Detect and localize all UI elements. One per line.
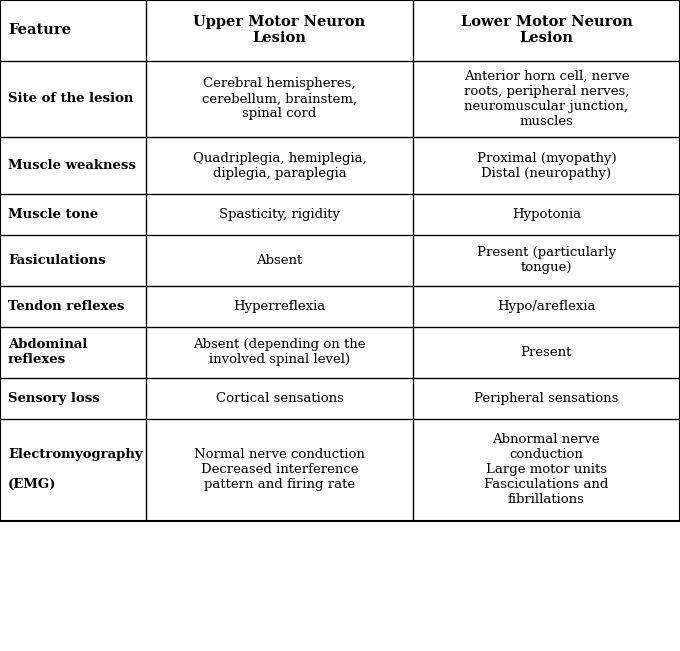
Text: Lower Motor Neuron
Lesion: Lower Motor Neuron Lesion — [460, 15, 632, 46]
Text: Anterior horn cell, nerve
roots, peripheral nerves,
neuromuscular junction,
musc: Anterior horn cell, nerve roots, periphe… — [464, 70, 629, 128]
Text: Muscle tone: Muscle tone — [8, 208, 99, 221]
Text: Hyperreflexia: Hyperreflexia — [233, 300, 326, 312]
Text: Normal nerve conduction
Decreased interference
pattern and firing rate: Normal nerve conduction Decreased interf… — [194, 448, 365, 492]
Text: Abnormal nerve
conduction
Large motor units
Fasciculations and
fibrillations: Abnormal nerve conduction Large motor un… — [484, 433, 609, 506]
Text: Upper Motor Neuron
Lesion: Upper Motor Neuron Lesion — [193, 15, 366, 46]
Text: Peripheral sensations: Peripheral sensations — [474, 392, 619, 404]
Text: Present (particularly
tongue): Present (particularly tongue) — [477, 246, 616, 275]
Text: Abdominal
reflexes: Abdominal reflexes — [8, 338, 88, 367]
Text: Cortical sensations: Cortical sensations — [216, 392, 343, 404]
Text: Feature: Feature — [8, 23, 71, 37]
Text: Cerebral hemispheres,
cerebellum, brainstem,
spinal cord: Cerebral hemispheres, cerebellum, brains… — [202, 77, 357, 120]
Text: Absent: Absent — [256, 254, 303, 267]
Text: Hypo/areflexia: Hypo/areflexia — [497, 300, 596, 312]
Text: Muscle weakness: Muscle weakness — [8, 159, 136, 172]
Text: Sensory loss: Sensory loss — [8, 392, 100, 404]
Text: Proximal (myopathy)
Distal (neuropathy): Proximal (myopathy) Distal (neuropathy) — [477, 152, 616, 180]
Text: Present: Present — [521, 346, 572, 359]
Text: Spasticity, rigidity: Spasticity, rigidity — [219, 208, 340, 221]
Text: Fasiculations: Fasiculations — [8, 254, 106, 267]
Text: Absent (depending on the
involved spinal level): Absent (depending on the involved spinal… — [193, 338, 366, 367]
Text: Electromyography

(EMG): Electromyography (EMG) — [8, 448, 143, 492]
Text: Site of the lesion: Site of the lesion — [8, 92, 133, 105]
Text: Hypotonia: Hypotonia — [512, 208, 581, 221]
Text: Tendon reflexes: Tendon reflexes — [8, 300, 124, 312]
Text: Quadriplegia, hemiplegia,
diplegia, paraplegia: Quadriplegia, hemiplegia, diplegia, para… — [192, 152, 367, 180]
